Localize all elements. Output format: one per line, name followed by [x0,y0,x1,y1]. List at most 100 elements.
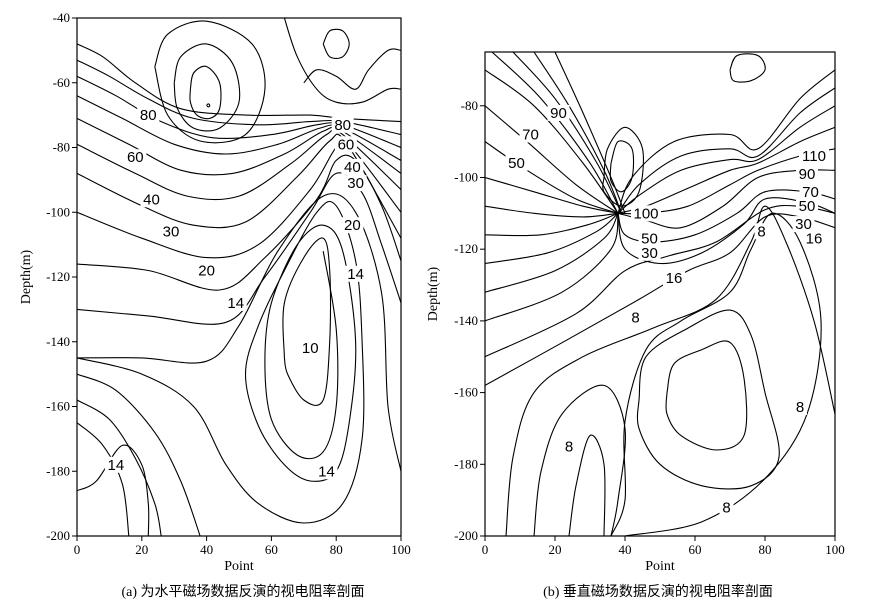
contour-label-bg [519,126,542,143]
contour-line [206,103,211,108]
x-tick-label: 20 [549,542,562,557]
contour-label: 40 [344,159,361,176]
y-tick-label: -140 [46,334,70,349]
contour-label: 50 [799,198,816,215]
contour-label-bg [719,499,734,516]
contour-line [77,128,401,201]
contour-line [533,384,626,536]
contour-line [729,53,766,83]
contour-label: 80 [140,107,157,124]
contour-label: 14 [318,463,335,480]
contour-label-bg [799,183,822,200]
contour-line [533,52,623,214]
contour-line [485,212,619,237]
x-tick-label: 80 [330,542,343,557]
contour-label: 60 [127,149,144,166]
contour-line [485,204,835,358]
y-tick-label: -120 [454,241,478,256]
contour-line [77,373,201,536]
contour-label: 90 [550,105,567,122]
contour-line [512,52,622,214]
contour-line [617,105,835,214]
contour-line [485,69,619,214]
x-tick-label: 40 [200,542,213,557]
contour-label: 8 [565,438,573,455]
contour-line [282,237,332,406]
contour-label-bg [341,217,364,234]
x-axis-label: Point [645,559,675,574]
x-tick-label: 0 [482,542,489,557]
contour-label: 8 [722,499,730,516]
contour-label: 14 [108,457,125,474]
x-tick-label: 80 [759,542,772,557]
contour-label: 90 [799,166,816,183]
contour-label: 100 [633,205,658,222]
y-tick-label: -60 [53,75,70,90]
contour-line [665,340,748,451]
y-tick-label: -140 [454,313,478,328]
contour-label: 30 [347,175,364,192]
contour-line [322,28,350,59]
x-tick-label: 40 [619,542,632,557]
plot-frame [484,51,836,537]
contour-label-bg [334,136,357,153]
contour-label-bg [315,463,338,480]
contour-label-bg [124,149,147,166]
contour-line [77,399,162,536]
contour-label-bg [631,205,661,222]
contour-label-bg [344,175,367,192]
contour-line [77,172,401,325]
contour-label-bg [299,340,322,357]
contour-label-bg [638,230,661,247]
y-tick-label: -180 [46,463,70,478]
contour-line [485,213,835,386]
contour-label-bg [159,223,182,240]
y-tick-label: -120 [46,269,70,284]
contour-line [485,213,619,322]
contour-label: 10 [302,340,319,357]
contour-line [505,205,835,536]
contour-line [485,213,619,293]
contour-label: 30 [641,245,658,262]
contour-label: 80 [334,117,351,134]
contour-label: 50 [641,230,658,247]
contour-label-bg [638,244,661,261]
contour-label-bg [224,294,247,311]
contour-line [485,105,619,214]
caption-a: (a) 为水平磁场数据反演的视电阻率剖面 [121,583,364,600]
x-tick-label: 60 [689,542,702,557]
x-axis-label: Point [224,559,254,574]
contour-line [77,444,150,536]
y-tick-label: -160 [46,399,70,414]
contour-label: 70 [802,184,819,201]
contour-label-bg [628,309,643,326]
contour-label-bg [754,223,769,240]
contour-label: 30 [163,224,180,241]
contour-label: 20 [198,263,215,280]
contour-label: 40 [143,191,160,208]
contour-line [77,200,365,524]
y-tick-label: -80 [461,98,478,113]
contour-label-bg [793,398,807,415]
contour-label: 70 [522,126,539,143]
y-tick-label: -180 [454,456,478,471]
contour-line [283,18,401,105]
y-tick-label: -160 [454,385,478,400]
contour-label: 110 [802,148,826,165]
contour-label: 8 [757,223,765,240]
contour-label-bg [344,265,367,282]
contour-label-bg [796,198,818,215]
contour-label: 20 [344,217,361,234]
contour-label: 8 [631,309,639,326]
contour-label-bg [799,147,829,164]
contour-label-bg [195,262,218,279]
contour-label-bg [505,155,528,172]
contour-line [189,65,222,120]
contour-label-bg [137,107,160,124]
contour-line [617,87,835,214]
y-axis-label: Depth(m) [426,266,441,321]
contour-line [636,309,780,490]
contour-label-bg [796,165,818,182]
